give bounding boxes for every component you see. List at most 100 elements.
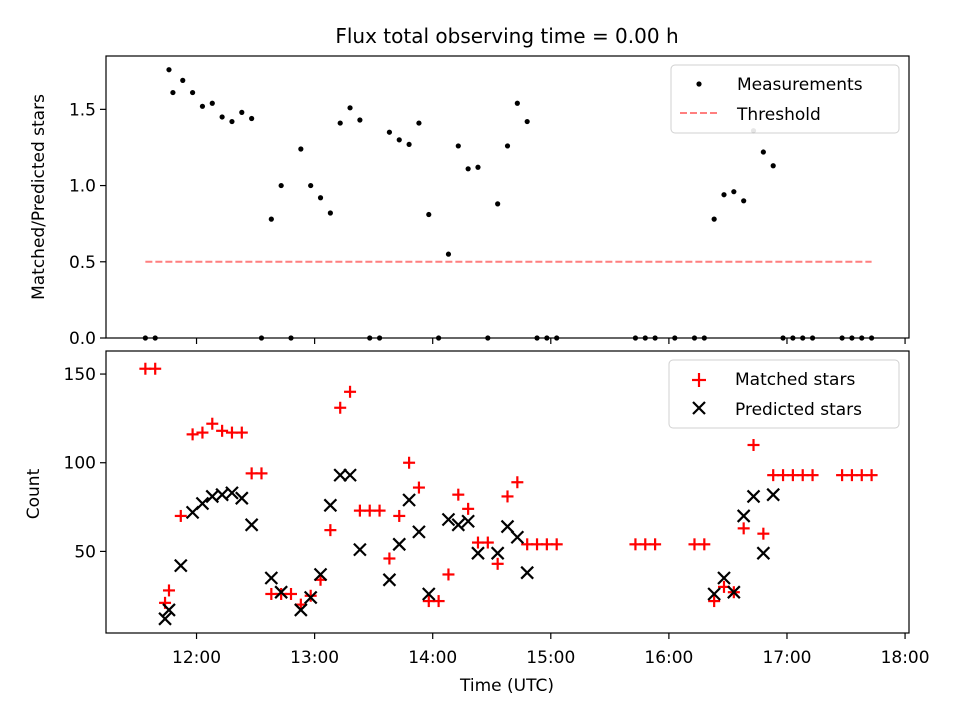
predicted-star-point [766, 487, 780, 502]
predicted-stars-legend-label: Predicted stars [735, 400, 862, 420]
matched-star-point [324, 524, 337, 537]
matched-star-point [757, 527, 770, 540]
measurement-point [199, 103, 206, 109]
matched-star-point [149, 362, 162, 375]
predicted-star-point [510, 530, 525, 545]
predicted-star-point [225, 486, 239, 500]
top-legend: Measurements Threshold [670, 64, 900, 134]
measurement-point [465, 166, 471, 172]
measurement-point [229, 118, 235, 125]
measurement-point [357, 117, 363, 123]
matched-star-point [501, 490, 514, 503]
measurement-point [504, 143, 511, 149]
measurement-point [495, 201, 501, 207]
measurement-point [514, 100, 520, 106]
top-y-ticks: 0.0 0.5 1.0 1.5 [69, 100, 106, 349]
predicted-star-point [235, 491, 249, 505]
predicted-star-point [520, 565, 534, 580]
top-y-tick-label: 0.5 [69, 253, 96, 273]
predicted-star-point [343, 468, 357, 482]
top-legend-box [670, 64, 900, 134]
matched-star-point [865, 469, 878, 482]
matched-star-point [186, 428, 199, 441]
bottom-y-tick-label: 50 [74, 542, 96, 562]
bottom-legend-box [668, 359, 900, 429]
measurements-legend-marker [696, 81, 702, 87]
matched-star-point [196, 426, 209, 439]
predicted-star-point [471, 546, 485, 560]
measurement-point [445, 251, 452, 257]
matched-stars-legend-label: Matched stars [735, 370, 855, 390]
measurement-point [209, 100, 215, 106]
measurement-point [406, 141, 412, 148]
measurement-point [278, 182, 284, 189]
top-panel: 0.0 0.5 1.0 1.5 Matched/Predicted stars Mea… [29, 55, 910, 349]
predicted-star-point [421, 587, 436, 601]
x-tick-label: 12:00 [172, 648, 221, 668]
top-chart-title: Flux total observing time = 0.00 h [335, 24, 678, 48]
measurement-point [760, 149, 766, 155]
bottom-y-axis-label: Count [24, 468, 44, 519]
predicted-star-point [451, 518, 466, 532]
bottom-x-ticks: 12:00 13:00 14:00 15:00 16:00 17:00 18:00 [172, 633, 930, 668]
measurement-point [327, 210, 333, 216]
measurement-point [308, 182, 314, 189]
predicted-star-point [727, 585, 741, 599]
top-y-tick-label: 1.5 [69, 100, 96, 120]
measurement-point [170, 89, 176, 96]
measurement-point [721, 192, 727, 198]
measurement-point [475, 164, 481, 170]
matched-star-point [235, 426, 248, 439]
predicted-star-point [162, 603, 176, 617]
bottom-y-tick-label: 150 [64, 365, 96, 385]
x-tick-label: 14:00 [408, 648, 457, 668]
matched-stars-legend-marker [692, 373, 706, 387]
measurement-point [426, 211, 432, 218]
measurement-point [741, 198, 747, 204]
matched-star-point [462, 502, 475, 515]
matched-star-point [491, 557, 504, 570]
matched-star-point [403, 456, 416, 469]
predicted-star-point [274, 585, 288, 599]
x-tick-label: 13:00 [290, 648, 339, 668]
bottom-y-ticks: 50 100 150 [64, 365, 106, 562]
matched-star-point [737, 522, 750, 535]
predicted-star-point [707, 587, 721, 601]
predicted-star-point [382, 573, 397, 587]
measurement-point [268, 216, 274, 222]
matched-star-point [334, 401, 347, 414]
measurement-point [711, 216, 717, 222]
predicted-star-point [402, 493, 416, 507]
bottom-plot-area [139, 362, 878, 626]
predicted-star-point [294, 603, 308, 617]
predicted-star-point [441, 512, 456, 527]
predicted-star-point [412, 525, 426, 539]
measurement-point [189, 89, 196, 96]
matched-star-point [412, 481, 425, 494]
x-tick-label: 18:00 [881, 648, 930, 668]
measurement-point [219, 114, 225, 120]
measurement-point [416, 120, 422, 126]
bottom-y-tick-label: 100 [64, 454, 96, 474]
predicted-star-point [244, 518, 259, 532]
measurements-legend-label: Measurements [737, 75, 863, 95]
matched-star-point [255, 467, 268, 480]
predicted-star-point [313, 567, 328, 582]
matched-star-point [174, 509, 187, 522]
predicted-star-point [392, 537, 407, 552]
measurement-point [455, 143, 461, 149]
predicted-star-point [490, 546, 505, 560]
top-plot-area [142, 67, 875, 341]
measurement-point [770, 163, 776, 169]
measurement-point [396, 137, 402, 143]
bottom-axes-frame [105, 350, 910, 634]
matched-star-point [747, 439, 760, 451]
matched-star-point [432, 595, 445, 608]
predicted-star-point [264, 571, 279, 585]
measurement-point [386, 129, 393, 135]
matched-star-point [162, 584, 175, 597]
matched-star-point [285, 587, 298, 600]
predicted-star-point [756, 546, 771, 560]
matched-star-point [344, 385, 357, 398]
predicted-star-point [353, 542, 367, 557]
